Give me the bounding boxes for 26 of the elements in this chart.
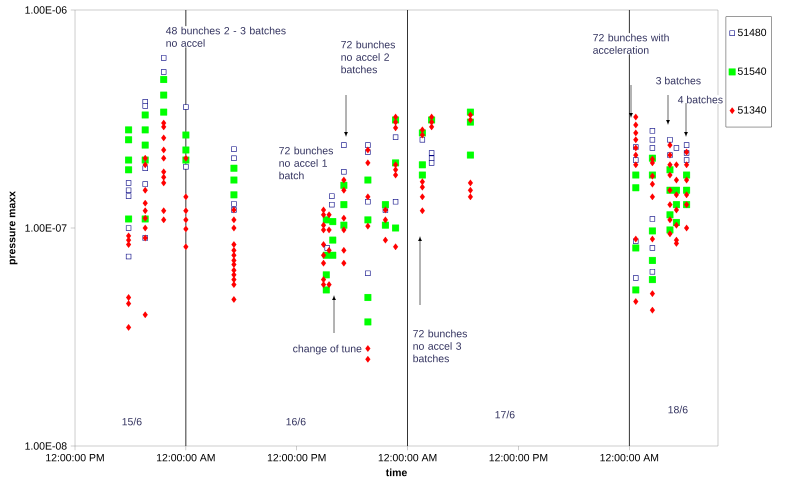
legend-label: 51540 [738, 67, 766, 75]
x-tick-label: 12:00:00 PM [46, 454, 104, 462]
annotation: 72 bunches no accel 2 batches [341, 40, 395, 74]
annotation: 48 bunches 2 - 3 batches no accel [166, 26, 286, 47]
annotation: change of tune [293, 344, 362, 354]
x-tick-label: 12:00:00 AM [378, 454, 436, 462]
annotation: 16/6 [286, 418, 306, 426]
annotation: 4 batches [678, 96, 723, 104]
x-tick-label: 12:00:00 PM [490, 454, 548, 462]
annotation: 72 bunches no accel 1 batch [279, 146, 333, 180]
y-axis-title: pressure maxx [10, 191, 18, 264]
x-tick-label: 12:00:00 AM [157, 454, 215, 462]
annotation: 15/6 [122, 418, 142, 426]
y-tick-label: 1.00E-06 [25, 6, 67, 14]
x-tick-label: 12:00:00 AM [600, 454, 658, 462]
annotation: 3 batches [656, 76, 701, 84]
annotation: 18/6 [668, 406, 688, 414]
annotation: 72 bunches no accel 3 batches [413, 330, 467, 362]
annotation: 72 bunches with acceleration [593, 34, 669, 54]
legend-label: 51340 [738, 106, 766, 114]
y-tick-label: 1.00E-07 [25, 224, 67, 232]
x-axis-title: time [386, 468, 407, 476]
legend-label: 51480 [738, 28, 766, 36]
annotation: 17/6 [496, 410, 515, 418]
x-tick-label: 12:00:00 PM [268, 454, 326, 462]
y-tick-label: 1.00E-08 [25, 442, 67, 450]
